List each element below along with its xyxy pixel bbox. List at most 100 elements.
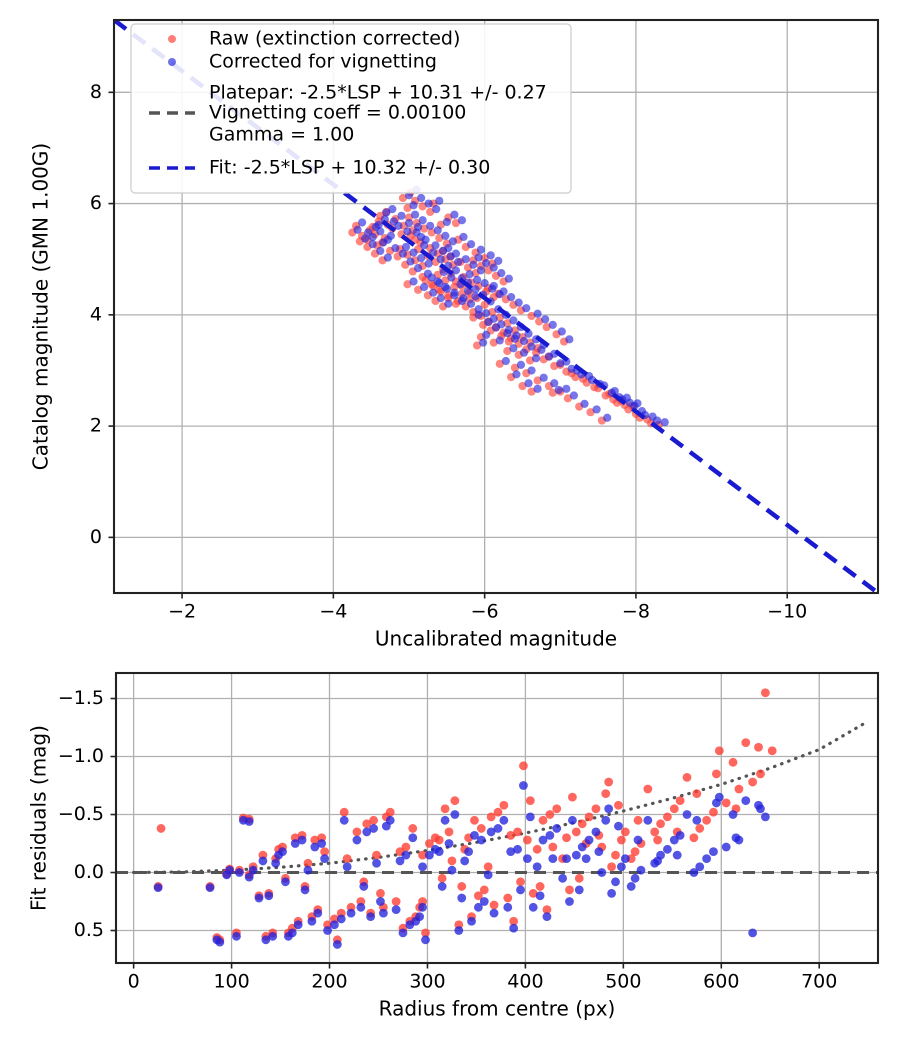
legend-entry-label: Gamma = 1.00 <box>209 124 354 146</box>
data-point <box>513 844 522 854</box>
data-point <box>264 891 274 901</box>
data-point <box>516 877 525 887</box>
data-point <box>548 854 558 863</box>
data-point <box>486 251 495 260</box>
data-point <box>503 329 512 338</box>
data-point <box>519 781 528 790</box>
data-point <box>361 234 370 243</box>
data-point <box>562 854 571 863</box>
data-point <box>297 835 307 845</box>
data-point <box>454 926 464 935</box>
data-point <box>278 847 287 857</box>
y-tick-label: 2 <box>90 415 102 437</box>
data-point <box>695 862 705 872</box>
data-point <box>591 804 601 814</box>
data-point <box>440 815 450 825</box>
data-point <box>767 746 777 756</box>
data-point <box>358 218 367 227</box>
data-point <box>528 889 538 898</box>
data-point <box>409 248 418 257</box>
data-point <box>568 792 577 802</box>
data-point <box>352 827 362 837</box>
data-point <box>368 240 377 249</box>
data-point <box>476 835 486 845</box>
data-point <box>497 269 506 278</box>
data-point <box>323 926 332 935</box>
data-point <box>550 379 559 388</box>
data-point <box>748 777 758 787</box>
data-point <box>356 902 366 912</box>
data-point <box>403 227 412 236</box>
data-point <box>268 931 278 941</box>
data-point <box>408 833 418 843</box>
data-point <box>417 193 426 203</box>
data-point <box>261 935 271 945</box>
x-tick-label: 600 <box>703 971 739 993</box>
legend-marker-dot <box>168 58 176 66</box>
y-tick-label: 0 <box>90 526 102 548</box>
y-tick-label: 0.5 <box>74 919 104 941</box>
data-point <box>562 833 571 843</box>
data-point <box>552 804 562 814</box>
data-point <box>499 815 509 825</box>
data-point <box>436 294 445 303</box>
data-point <box>607 862 616 872</box>
data-point <box>614 800 623 810</box>
data-point <box>760 688 770 698</box>
data-point <box>581 854 591 863</box>
data-point <box>271 858 281 868</box>
data-point <box>537 345 546 354</box>
data-point <box>633 399 642 408</box>
data-point <box>320 854 330 863</box>
data-point <box>342 854 352 863</box>
data-point <box>486 812 496 822</box>
data-point <box>420 282 429 292</box>
data-point <box>648 412 657 421</box>
y-tick-label: −0.5 <box>58 803 104 825</box>
series-corrected-for-vignetting <box>153 781 770 949</box>
data-point <box>663 812 672 822</box>
data-point <box>153 883 163 892</box>
axes-frame <box>112 18 880 595</box>
data-point <box>565 335 574 344</box>
data-point <box>346 908 356 918</box>
data-point <box>401 242 411 252</box>
data-point <box>391 897 401 906</box>
data-point <box>435 196 444 205</box>
data-point <box>611 850 620 860</box>
data-point <box>756 804 765 814</box>
y-axis-label: Fit residuals (mag) <box>27 725 51 911</box>
data-point <box>398 249 408 258</box>
data-point <box>538 815 548 825</box>
data-point <box>376 897 385 906</box>
data-point <box>418 862 427 872</box>
data-point <box>754 742 763 752</box>
data-point <box>519 761 528 771</box>
data-point <box>525 812 535 822</box>
data-point <box>447 856 457 866</box>
data-layer <box>116 688 878 949</box>
data-point <box>489 263 498 272</box>
data-point <box>450 796 460 805</box>
data-point <box>406 257 415 266</box>
data-point <box>524 379 533 388</box>
data-point <box>643 784 653 794</box>
data-point <box>303 865 313 875</box>
x-tick-label: 500 <box>605 971 641 993</box>
data-point <box>614 821 623 831</box>
data-point <box>442 217 451 227</box>
data-point <box>689 833 699 843</box>
legend-background <box>130 23 572 194</box>
data-layer <box>114 20 878 593</box>
data-point <box>369 815 378 825</box>
data-point <box>470 831 479 840</box>
data-point <box>287 928 297 938</box>
data-point <box>506 847 516 857</box>
data-point <box>669 835 679 845</box>
data-point <box>409 277 418 286</box>
data-point <box>616 835 626 845</box>
data-point <box>597 868 607 877</box>
data-point <box>620 854 630 863</box>
data-point <box>574 873 584 883</box>
data-point <box>281 877 290 887</box>
